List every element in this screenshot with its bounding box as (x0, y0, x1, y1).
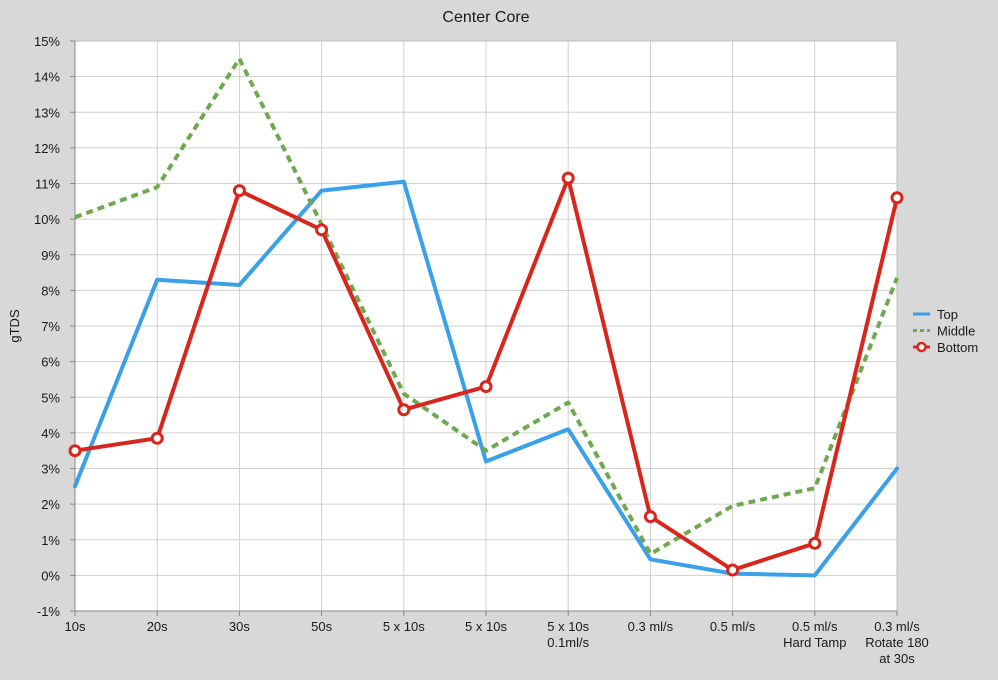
data-point-bottom (479, 380, 493, 394)
y-tick-label: 11% (35, 177, 60, 192)
data-point-bottom (643, 510, 657, 524)
y-tick-label: 6% (41, 355, 60, 370)
x-tick-label: 5 x 10s 0.1ml/s (547, 619, 589, 650)
data-point-bottom (315, 223, 329, 237)
legend-label-bottom: Bottom (937, 340, 978, 355)
y-axis: -1% 0% 1% 2% 3% 4% 5% 6% 7% 8% 9% 10% 11% 12% 13% 14% 15… (34, 34, 76, 619)
x-tick-label: 10s (65, 619, 86, 634)
y-tick-label: 0% (41, 568, 60, 583)
data-point-bottom (232, 184, 246, 198)
y-tick-label: -1% (37, 604, 61, 619)
series-line-top (73, 179, 899, 578)
data-point-bottom (68, 444, 82, 458)
y-tick-label: 4% (41, 426, 60, 441)
legend-label-middle: Middle (937, 324, 975, 339)
y-axis-title: gTDS (7, 309, 22, 343)
x-axis: 10s 20s 30s 50s 5 x 10s 5 x 10s 5 x 10s 0.1ml/s… (65, 610, 929, 666)
y-tick-label: 5% (41, 390, 60, 405)
y-tick-label: 2% (41, 497, 60, 512)
chart-title: Center Core (442, 9, 529, 26)
grid (74, 40, 898, 612)
y-tick-label: 10% (34, 212, 60, 227)
x-tick-label: 50s (311, 619, 332, 634)
x-tick-label: 0.3 ml/s (628, 619, 674, 634)
y-tick-label: 7% (41, 319, 60, 334)
x-tick-label: 0.3 ml/s Rotate 180 at 30s (865, 619, 929, 666)
data-point-bottom (150, 431, 164, 445)
y-tick-label: 14% (34, 70, 60, 85)
x-tick-label: 0.5 ml/s Hard Tamp (783, 619, 846, 650)
legend-marker-bottom (916, 341, 927, 353)
series-group (68, 56, 904, 578)
x-tick-label: 0.5 ml/s (710, 619, 756, 634)
series-line-middle (74, 56, 899, 556)
x-tick-label: 5 x 10s (465, 619, 507, 634)
x-tick-label: 30s (229, 619, 250, 634)
x-tick-label: 20s (147, 619, 168, 634)
y-tick-label: 1% (41, 533, 60, 548)
data-point-bottom (890, 191, 904, 205)
x-tick-label: 5 x 10s (383, 619, 425, 634)
data-point-bottom (561, 171, 575, 185)
data-point-bottom (808, 536, 822, 550)
y-tick-label: 9% (41, 248, 60, 263)
data-point-bottom (397, 403, 411, 417)
y-tick-label: 15% (34, 34, 60, 49)
y-tick-label: 3% (41, 462, 60, 477)
y-tick-label: 12% (34, 141, 60, 156)
data-point-bottom (726, 563, 740, 577)
legend-label-top: Top (937, 307, 958, 322)
y-tick-label: 13% (34, 105, 60, 120)
y-tick-label: 8% (41, 283, 60, 298)
